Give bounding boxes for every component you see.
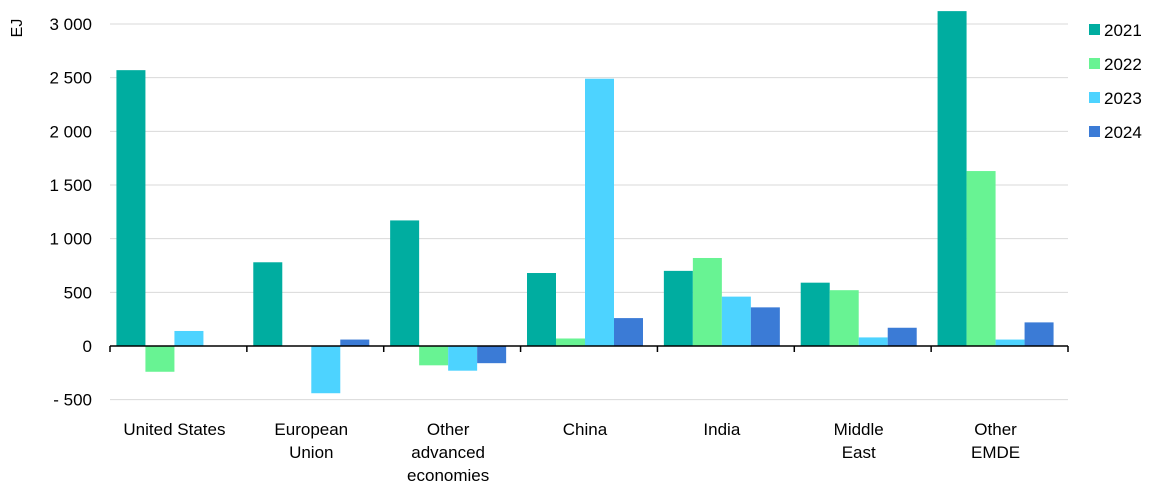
y-tick-labels: - 500 0 500 1 000 1 500 2 000 2 500 3 000: [49, 15, 92, 410]
bar-2023: [311, 346, 341, 394]
bar-2023: [448, 346, 478, 371]
bar-2021: [663, 270, 693, 346]
y-tick-label: 1 500: [49, 176, 92, 195]
bar-2024: [887, 327, 917, 346]
category-label: United States: [123, 420, 225, 439]
bar-2022: [556, 338, 585, 346]
bar-2021: [800, 282, 830, 346]
bar-2024: [614, 318, 643, 346]
y-tick-label: 2 000: [49, 122, 92, 141]
bar-2022: [692, 257, 722, 346]
legend-swatch: [1089, 126, 1100, 137]
bar-2024: [1024, 322, 1054, 346]
y-tick-label: 500: [64, 283, 92, 302]
category-label: India: [703, 420, 740, 439]
legend-label: 2024: [1104, 123, 1142, 142]
bar-2023: [721, 296, 751, 346]
category-label: Middle East: [834, 420, 884, 462]
bar-2024: [750, 307, 780, 346]
legend-label: 2023: [1104, 89, 1142, 108]
y-tick-label: - 500: [53, 391, 92, 410]
y-axis-title: EJ: [9, 19, 26, 38]
legend-label: 2021: [1104, 21, 1142, 40]
bar-2021: [527, 273, 556, 346]
y-tick-label: 3 000: [49, 15, 92, 34]
legend-swatch: [1089, 92, 1100, 103]
bar-2021: [390, 220, 420, 346]
legend: 2021 2022 2023 2024: [1089, 21, 1142, 142]
bar-2021: [253, 262, 283, 346]
bar-2021: [937, 11, 967, 347]
category-label: European Union: [274, 420, 348, 462]
category-label: China: [563, 420, 608, 439]
category-label: Other advanced economies: [407, 420, 489, 483]
legend-label: 2022: [1104, 55, 1142, 74]
y-tick-label: 1 000: [49, 230, 92, 249]
bar-2024: [340, 339, 370, 346]
bar-2022: [829, 290, 859, 346]
y-tick-label: 2 500: [49, 69, 92, 88]
legend-swatch: [1089, 58, 1100, 69]
category-label: Other EMDE: [971, 420, 1020, 462]
bar-2023: [858, 337, 888, 346]
bar-2021: [116, 70, 146, 347]
bars: [116, 11, 1054, 394]
bar-2024: [477, 346, 507, 364]
y-tick-label: 0: [83, 337, 92, 356]
legend-swatch: [1089, 24, 1100, 35]
bar-2022: [145, 346, 175, 372]
bar-2023: [174, 330, 204, 346]
bar-2022: [419, 346, 449, 366]
bar-2023: [585, 78, 614, 347]
axes: [109, 345, 1069, 352]
bar-2023: [995, 339, 1025, 346]
bar-2022: [966, 171, 996, 346]
category-labels: United States European Union Other advanced e…: [123, 420, 1020, 483]
